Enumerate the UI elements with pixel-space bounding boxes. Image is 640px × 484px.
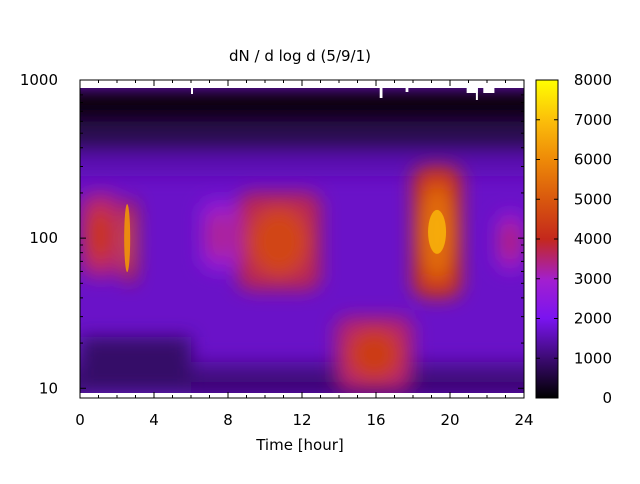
colorbar-tick-label: 4000 (574, 230, 612, 248)
colorbar-tick-label: 2000 (574, 310, 612, 328)
x-tick-label: 16 (366, 411, 385, 429)
heatmap-cell (428, 209, 447, 254)
heatmap-plot-area (80, 88, 524, 393)
y-tick-label: 100 (29, 229, 58, 247)
x-axis-label: Time [hour] (255, 436, 344, 454)
colorbar-tick-label: 5000 (574, 190, 612, 208)
x-tick-label: 0 (75, 411, 85, 429)
data-gap (466, 88, 478, 93)
y-tick-label: 10 (39, 379, 58, 397)
data-gap (483, 88, 495, 93)
heatmap-cell (346, 327, 402, 381)
heatmap-cell (205, 210, 232, 262)
data-gap (475, 88, 478, 100)
colorbar-tick-label: 8000 (574, 71, 612, 89)
x-tick-label: 12 (292, 411, 311, 429)
colorbar-tick-label: 0 (602, 389, 612, 407)
heatmap-band (80, 151, 524, 176)
colorbar-tick-label: 6000 (574, 151, 612, 169)
y-axis: 10 100 1000 (20, 71, 524, 397)
x-tick-label: 20 (440, 411, 459, 429)
chart-title: dN / d log d (5/9/1) (229, 47, 371, 65)
heatmap-band (80, 88, 524, 122)
heatmap-cell (500, 220, 521, 263)
x-tick-label: 4 (149, 411, 159, 429)
x-tick-label: 8 (223, 411, 233, 429)
colorbar-tick-label: 7000 (574, 111, 612, 129)
data-gap (191, 88, 193, 94)
data-gap (379, 88, 383, 98)
colorbar-axis: 0 1000 2000 3000 4000 5000 6000 7000 8000 (536, 71, 612, 407)
data-gap (405, 88, 409, 92)
x-axis: 0 4 8 12 16 20 24 (75, 80, 534, 429)
y-tick-label: 1000 (20, 71, 58, 89)
x-tick-label: 24 (514, 411, 533, 429)
heatmap-cell (85, 204, 115, 266)
heatmap-band (80, 336, 191, 393)
colorbar-tick-label: 3000 (574, 270, 612, 288)
heatmap-cell (249, 206, 309, 277)
colorbar-tick-label: 1000 (574, 349, 612, 367)
heatmap-band (80, 382, 524, 393)
heatmap-cell (124, 204, 131, 273)
heatmap-band (80, 121, 524, 152)
